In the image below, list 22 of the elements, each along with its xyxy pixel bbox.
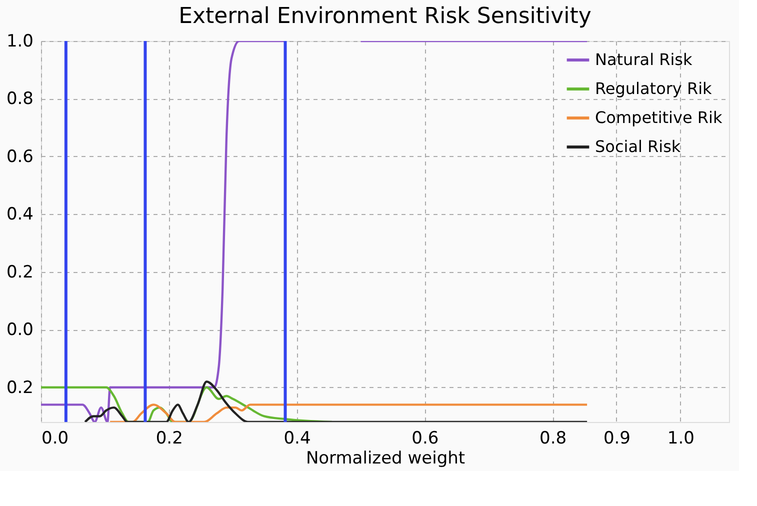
- chart-title: External Environment Risk Sensitivity: [178, 4, 592, 29]
- legend-label: Social Risk: [595, 137, 682, 156]
- legend-label: Natural Risk: [595, 50, 693, 69]
- line-series: [84, 380, 588, 422]
- y-tick-label: 0.4: [6, 204, 34, 225]
- x-axis-title: Normalized weight: [306, 448, 466, 468]
- y-tick-label: 0.2: [6, 262, 34, 282]
- y-tick-label: 0.2: [6, 378, 34, 398]
- x-tick-label: 1.0: [667, 428, 694, 448]
- x-tick-label: 0.6: [412, 428, 439, 448]
- y-tick-label: 0.8: [6, 89, 34, 110]
- line-series: [108, 404, 588, 422]
- y-tick-label: 0.0: [6, 320, 34, 340]
- legend-label: Regulatory Rik: [595, 79, 713, 98]
- y-tick-label: 1.0: [6, 32, 34, 52]
- x-tick-label: 0.9: [603, 428, 630, 448]
- x-tick-label: 0.4: [284, 428, 311, 448]
- x-tick-label: 0.0: [42, 428, 69, 448]
- x-tick-label: 0.8: [540, 428, 567, 448]
- x-tick-label: 0.2: [156, 428, 183, 448]
- legend-label: Competitive Rik: [595, 108, 723, 127]
- y-tick-label: 0.6: [6, 146, 34, 167]
